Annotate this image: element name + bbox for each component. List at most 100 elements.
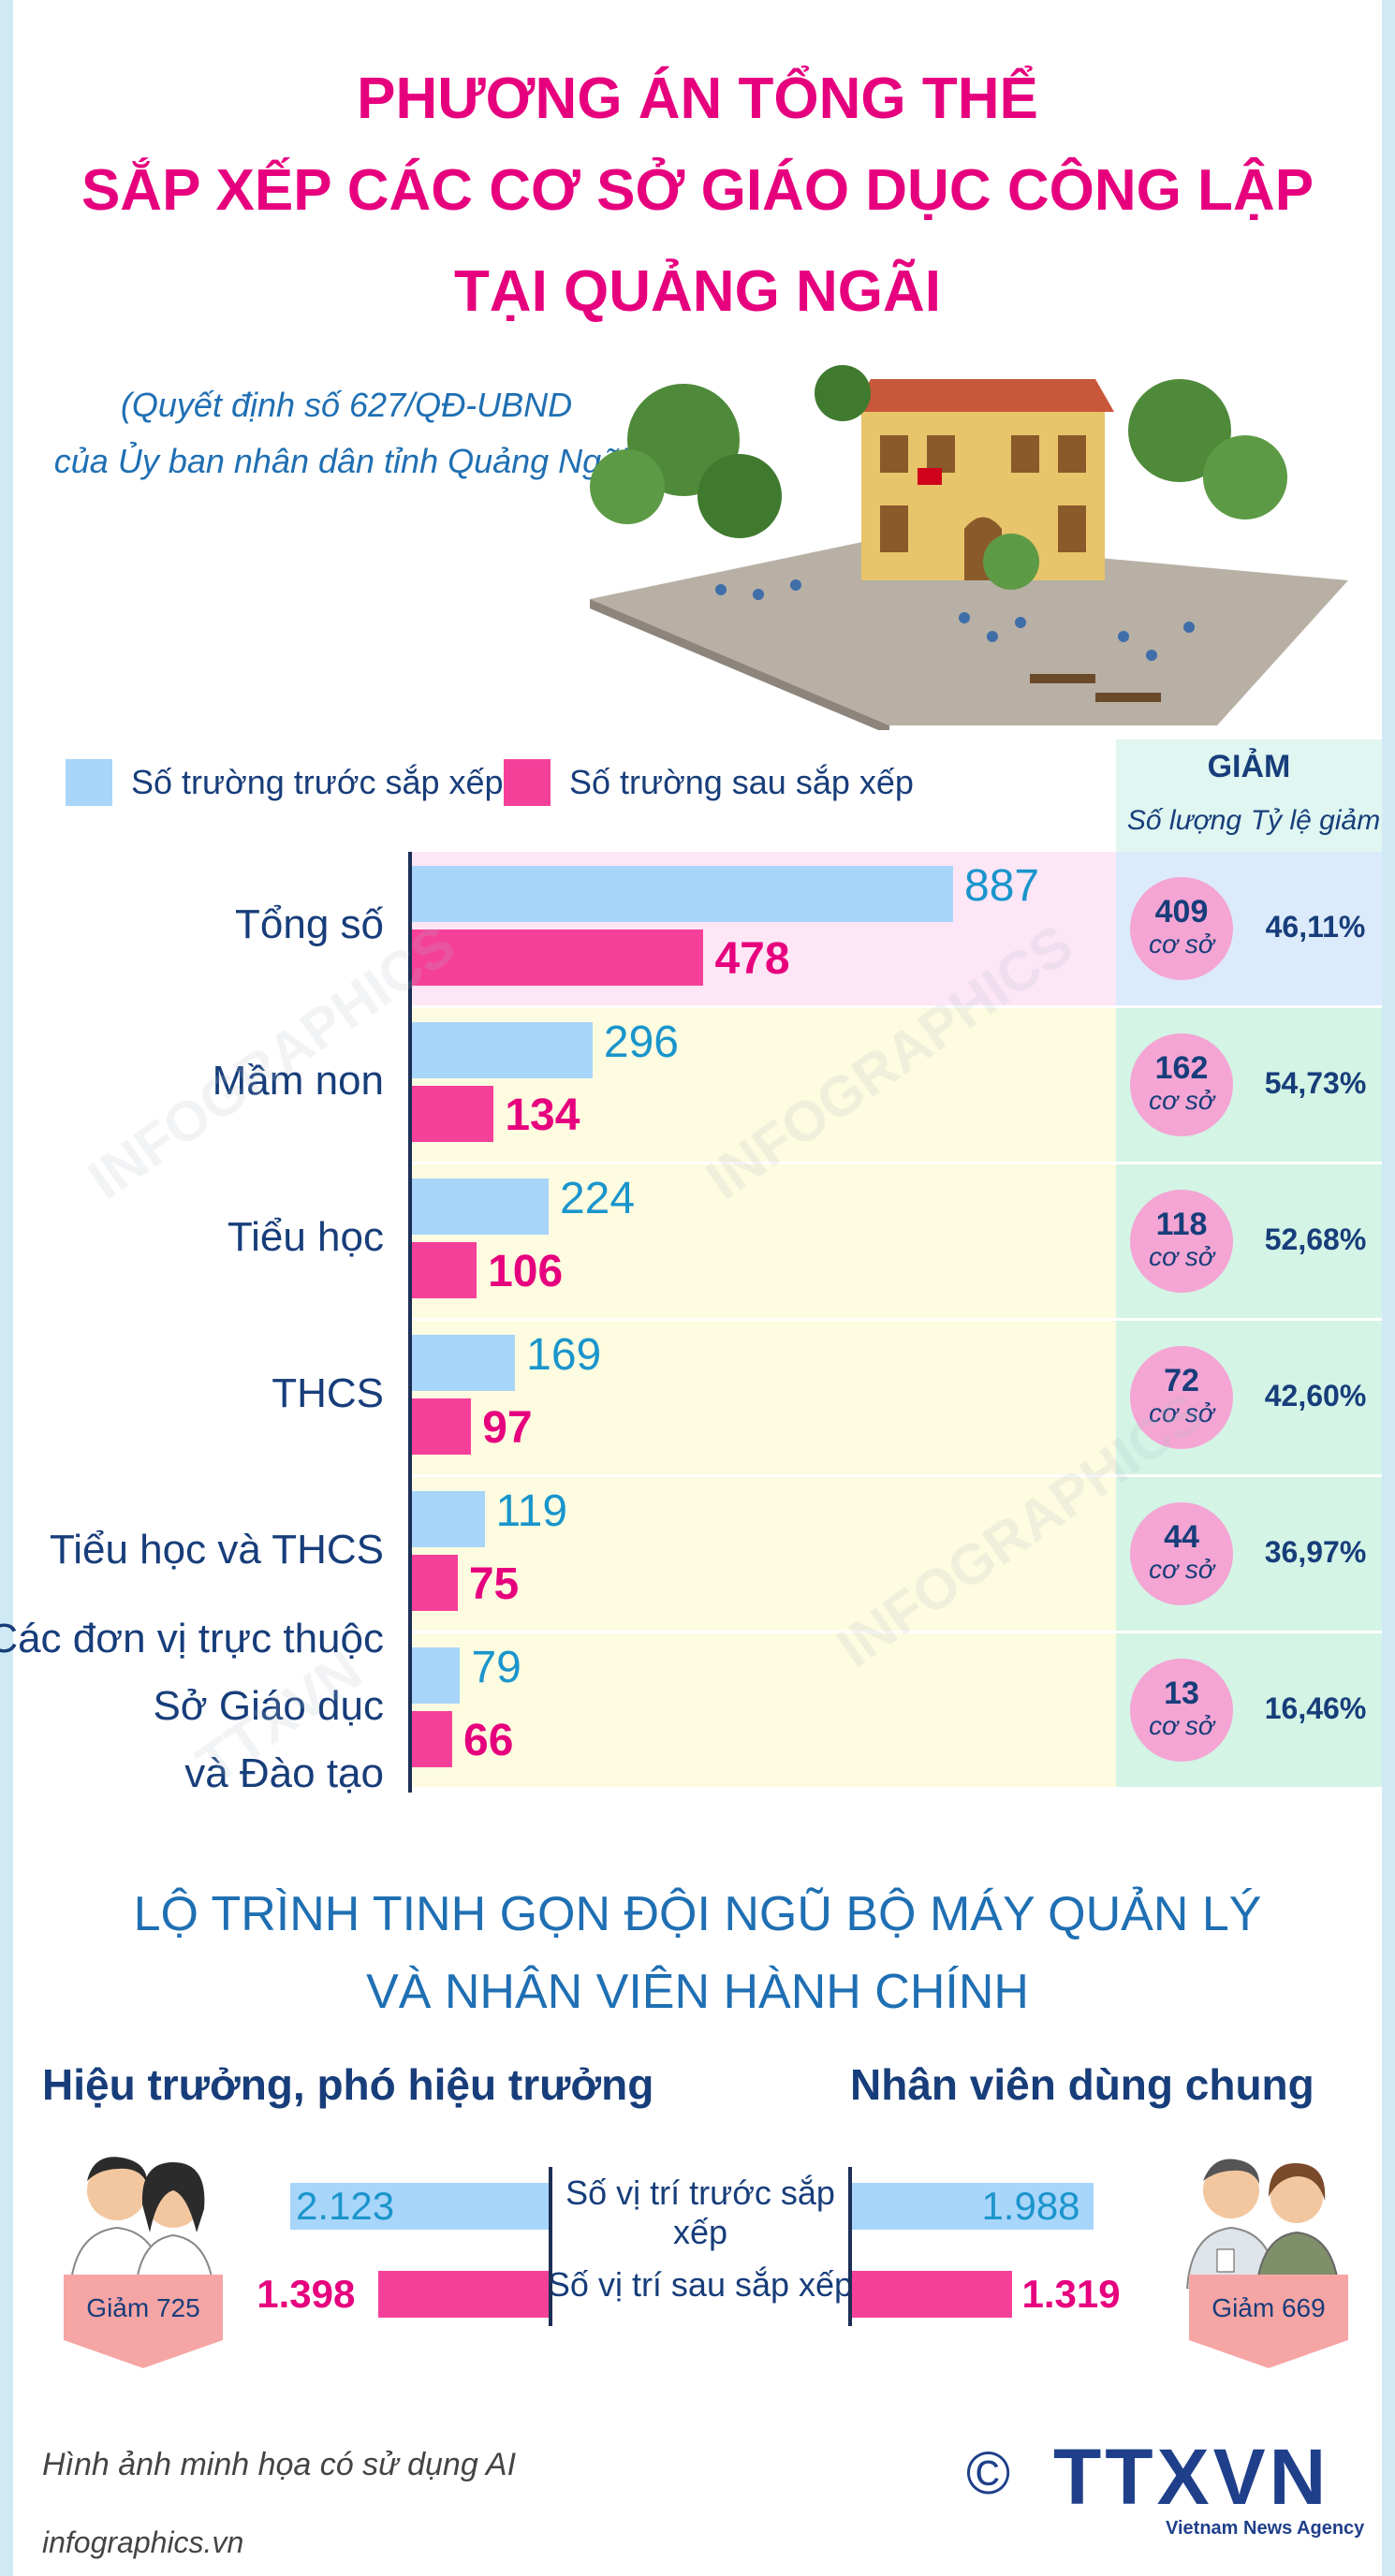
right-bar-after [852,2271,1013,2318]
value-label-before: 119 [495,1486,568,1536]
legend-swatch-before [66,759,112,806]
reduction-count: 162 [1154,1050,1209,1086]
legend-swatch-after [504,759,551,806]
left-reduction-arrow-tip [64,2340,223,2368]
reduction-count: 44 [1164,1519,1199,1555]
left-value-before: 2.123 [296,2184,395,2228]
reduction-count: 409 [1154,894,1209,929]
reduction-unit: cơ sở [1149,1086,1214,1115]
right-value-before: 1.988 [981,2184,1080,2228]
title-line-2: SẮP XẾP CÁC CƠ SỞ GIÁO DỤC CÔNG LẬP [81,158,1314,223]
category-label-line: Tiểu học [227,1214,384,1260]
copyright-symbol: © [966,2439,1011,2507]
section2-title-line-1: LỘ TRÌNH TINH GỌN ĐỘI NGŨ BỘ MÁY QUẢN LÝ [133,1887,1262,1941]
principals-people-icon [68,2157,215,2289]
value-label-after: 66 [463,1716,514,1765]
bar-after [412,1086,494,1142]
shared-staff-people-icon [1185,2159,1341,2289]
left-chart-axis [549,2167,552,2326]
category-label: Các đơn vị trực thuộc Sở Giáo dục và Đào t… [0,1605,384,1808]
site-url: infographics.vn [42,2525,244,2559]
category-label: Mầm non [213,1047,384,1115]
category-label-line: Tiểu học và THCS [49,1527,384,1573]
reduction-circle: 72 cơ sở [1130,1346,1233,1449]
reduction-rate: 54,73% [1264,1066,1367,1100]
value-label-before: 224 [559,1174,636,1223]
legend-label-after: Số trường sau sắp xếp [569,763,914,801]
giam-title: GIẢM [1207,749,1291,784]
reduction-count: 72 [1164,1363,1199,1398]
category-label-line: Sở Giáo dục [153,1683,384,1729]
value-label-before: 887 [964,861,1040,911]
school-illustration [590,365,1348,730]
category-label-line: THCS [272,1370,384,1416]
giam-col-count: Số lượng [1126,805,1242,836]
bar-before [412,1647,461,1704]
agency-name: Vietnam News Agency [1166,2518,1365,2539]
category-label: Tiểu học và THCS [50,1516,384,1584]
right-reduction-arrow [1189,2275,1348,2340]
bar-after [412,1242,477,1298]
category-label-line: và Đào tạo [184,1750,384,1796]
reduction-count: 13 [1164,1676,1199,1711]
bar-before [412,1178,549,1235]
category-label: Tiểu học [228,1204,384,1271]
category-label-line: Tổng số [235,901,384,947]
value-label-after: 106 [488,1247,564,1296]
value-label-before: 169 [526,1330,602,1380]
row-background [412,1633,1116,1787]
value-label-after: 75 [468,1559,520,1609]
left-value-after: 1.398 [257,2272,356,2316]
ai-note: Hình ảnh minh họa có sử dụng AI [42,2447,517,2482]
left-bar-after [378,2271,549,2318]
category-label: THCS [272,1360,384,1427]
right-reduction-arrow-tip [1189,2340,1348,2368]
bar-before [412,1022,593,1078]
row-background [412,1477,1116,1631]
category-label-line: Mầm non [212,1058,384,1104]
title-line-3: TẠI QUẢNG NGÃI [453,259,942,324]
left-bar-before [290,2183,549,2230]
reduction-unit: cơ sở [1149,1398,1214,1427]
bar-after [412,1711,452,1767]
right-value-after: 1.319 [1021,2272,1121,2316]
subtitle-line-1: (Quyết định số 627/QĐ-UBND [120,386,573,424]
section2-title-line-2: VÀ NHÂN VIÊN HÀNH CHÍNH [366,1965,1029,2019]
title-line-1: PHƯƠNG ÁN TỔNG THỂ [357,66,1038,131]
legend-label-before: Số trường trước sắp xếp [131,763,504,801]
reduction-circle: 44 cơ sở [1130,1502,1233,1605]
ttxvn-logo: TTXVN [1053,2433,1330,2521]
reduction-unit: cơ sở [1149,929,1214,959]
reduction-rate: 52,68% [1264,1222,1367,1256]
reduction-rate: 42,60% [1264,1379,1367,1412]
reduction-circle: 409 cơ sở [1130,877,1233,980]
value-label-before: 296 [603,1017,679,1067]
reduction-rate: 46,11% [1265,910,1366,944]
bar-after [412,1555,458,1611]
right-bar-before [852,2183,1094,2230]
left-reduction-arrow [64,2275,223,2340]
reduction-unit: cơ sở [1149,1711,1214,1740]
value-label-before: 79 [471,1643,521,1692]
reduction-unit: cơ sở [1149,1555,1214,1584]
giam-header-bg [1116,739,1382,852]
row-label-before: Số vị trí trước sắp xếp [565,2174,835,2251]
giam-col-rate: Tỷ lệ giảm [1250,805,1381,836]
category-label-line: Các đơn vị trực thuộc [0,1616,384,1661]
bar-before [412,1335,516,1391]
reduction-rate: 16,46% [1264,1691,1367,1725]
reduction-rate: 36,97% [1264,1535,1367,1569]
row-label-after: Số vị trí sau sắp xếp [547,2265,854,2304]
value-label-after: 134 [505,1090,580,1140]
row-background [412,1321,1116,1474]
bar-before [412,1491,485,1547]
reduction-circle: 118 cơ sở [1130,1190,1233,1293]
value-label-after: 97 [482,1403,533,1453]
value-label-after: 478 [714,934,790,984]
bar-after [412,929,704,986]
reduction-circle: 13 cơ sở [1130,1659,1233,1762]
reduction-count: 118 [1155,1207,1208,1242]
right-reduction-label: Giảm 669 [1211,2293,1326,2322]
reduction-unit: cơ sở [1149,1242,1214,1271]
